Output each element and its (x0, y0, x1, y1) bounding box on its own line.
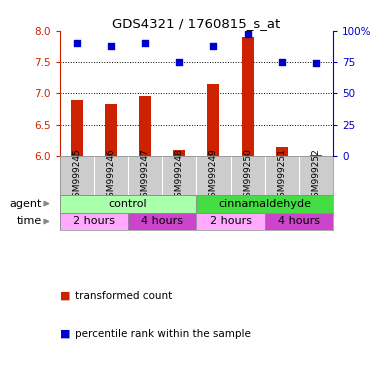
Bar (60, 212, 128, 230)
Bar (60, 195, 196, 212)
Text: GSM999251: GSM999251 (277, 148, 286, 203)
Text: 2 hours: 2 hours (209, 217, 251, 227)
Bar (264, 212, 333, 230)
Text: agent: agent (10, 199, 42, 209)
Text: GSM999247: GSM999247 (141, 148, 150, 203)
Text: ■: ■ (60, 291, 70, 301)
Title: GDS4321 / 1760815_s_at: GDS4321 / 1760815_s_at (112, 17, 281, 30)
Text: GSM999249: GSM999249 (209, 148, 218, 203)
Bar (139, 96, 151, 156)
Text: GSM999246: GSM999246 (106, 148, 115, 203)
Text: percentile rank within the sample: percentile rank within the sample (75, 329, 251, 339)
Bar (128, 212, 196, 230)
Text: GSM999252: GSM999252 (311, 148, 320, 203)
Text: cinnamaldehyde: cinnamaldehyde (218, 199, 311, 209)
Text: 2 hours: 2 hours (73, 217, 115, 227)
Text: 4 hours: 4 hours (141, 217, 183, 227)
Point (108, 43, 114, 49)
Text: GSM999245: GSM999245 (72, 148, 81, 203)
Text: transformed count: transformed count (75, 291, 172, 301)
Text: GSM999248: GSM999248 (175, 148, 184, 203)
Point (313, 60, 319, 66)
Bar (71, 99, 83, 156)
Bar (196, 212, 264, 230)
Point (176, 59, 182, 65)
Bar (105, 104, 117, 156)
Bar (208, 84, 219, 156)
Text: ■: ■ (60, 329, 70, 339)
Bar (196, 195, 333, 212)
Text: GSM999250: GSM999250 (243, 148, 252, 203)
Bar (173, 150, 185, 156)
Bar (242, 37, 254, 156)
Text: control: control (109, 199, 147, 209)
Point (142, 40, 148, 46)
Bar (310, 155, 322, 156)
Text: time: time (17, 217, 42, 227)
Point (244, 31, 251, 38)
Text: 4 hours: 4 hours (278, 217, 320, 227)
Point (279, 59, 285, 65)
Point (74, 40, 80, 46)
Point (210, 43, 216, 49)
Bar (276, 147, 288, 156)
